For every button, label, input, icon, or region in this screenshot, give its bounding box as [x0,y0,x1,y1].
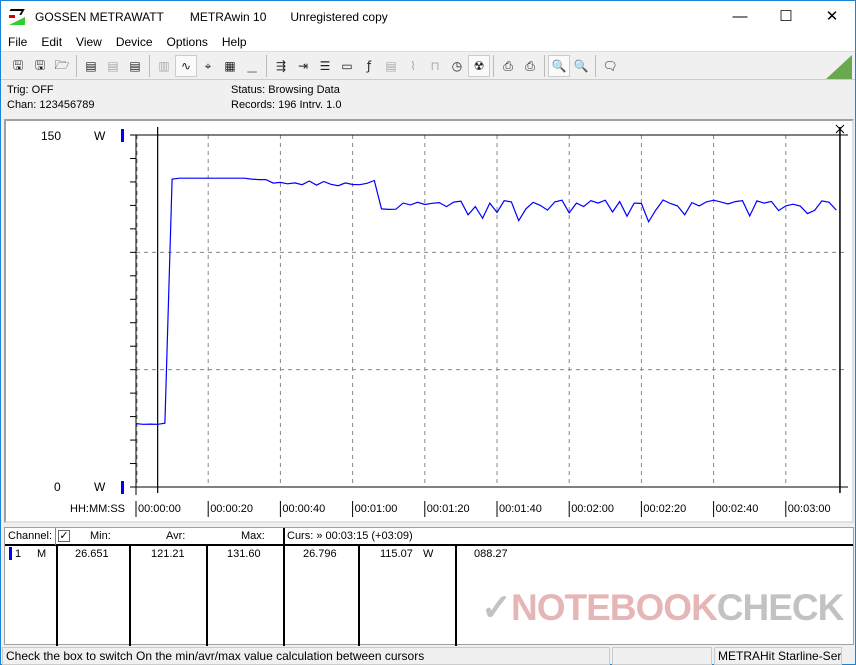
toolbar-separator [149,55,150,77]
app-logo-icon [7,9,27,25]
header-min: Min: [90,530,111,542]
header-avr: Avr: [166,530,186,542]
channel-list: Chan: 123456789 [7,99,95,111]
trigger-icon[interactable]: ☢ [468,55,490,77]
menu-help[interactable]: Help [221,35,247,49]
toolbar-separator [493,55,494,77]
status-indicator-icon [826,55,852,79]
x-tick-label: 00:01:20 [426,503,470,515]
row-channel: 1 [15,548,22,560]
header-cursor: Curs: » 00:03:15 (+03:09) [287,530,413,542]
transfer-icon[interactable]: ⇥ [297,59,309,73]
row-cursor1: 26.796 [303,548,337,560]
y-min-label: 0 [54,480,61,494]
menu-bar: File Edit View Device Options Help [1,33,855,52]
notebookcheck-watermark: ✓NOTEBOOKCHECK [481,587,844,628]
header-channel: Channel: [8,530,53,542]
x-tick-label: 00:02:40 [715,503,759,515]
title-bar: GOSSEN METRAWATT METRAwin 10 Unregistere… [1,1,855,33]
x-tick-label: 00:01:00 [354,503,398,515]
display-icon[interactable]: ▥ [158,59,170,73]
status-panel-empty [612,647,712,665]
header-max: Max: [241,530,265,542]
print-icon[interactable]: ⎙ [525,58,535,73]
menu-edit[interactable]: Edit [41,35,63,49]
toolbar: 🖫 🖫 🗁 ▤ ▤ ▤ ▥ ∿ ⌖ ▦ ▁ ⇶ ⇥ ☰ ▭ ƒ ▤ ⌇ ⊓ ◷ ☢ ⎙ ⎙ 🔍 🔍 🗨 [1,53,855,80]
y-unit-top: W [94,129,106,143]
row-mode: M [37,548,47,560]
device-read-icon[interactable]: ▤ [85,59,97,73]
x-tick-label: 00:00:40 [282,503,326,515]
device-stop-icon[interactable]: ▤ [107,59,119,73]
info-panel: Trig: OFF Chan: 123456789 Status: Browsi… [1,81,855,117]
y-bottom-marker [121,481,124,494]
series-line [135,177,837,425]
toolbar-separator [76,55,77,77]
row-avr: 121.21 [151,548,185,560]
menu-file[interactable]: File [8,35,28,49]
app-title: METRAwin 10 [189,10,267,24]
menu-view[interactable]: View [76,35,102,49]
y-top-marker [121,129,124,142]
meter-icon[interactable]: ▤ [385,59,397,73]
y-unit-bottom: W [94,480,106,494]
x-tick-label: 00:02:00 [571,503,615,515]
channel-color-marker [9,547,12,560]
chart-plot[interactable] [6,121,852,521]
signal-icon[interactable]: ⌇ [410,59,416,73]
pulse-icon[interactable]: ⊓ [430,59,440,73]
close-button[interactable]: ✕ [825,8,839,25]
measurement-table: Channel: ✓ Min: Avr: Max: Curs: » 00:03:… [4,527,854,646]
function-icon[interactable]: ƒ [366,59,372,73]
status-bar: Check the box to switch On the min/avr/m… [1,646,855,665]
browse-status: Status: Browsing Data [231,84,340,96]
comment-icon[interactable]: 🗨 [602,59,618,73]
toolbar-separator [266,55,267,77]
chart-area[interactable]: 150 W 0 W HH:MM:SS 00:00:00 00:00:20 00:00… [4,119,854,523]
timer-icon[interactable]: ◷ [451,59,463,73]
x-tick-label: 00:03:00 [787,503,831,515]
monitor-icon[interactable]: ▭ [341,59,353,73]
toolbar-separator [544,55,545,77]
maximize-button[interactable]: ☐ [779,8,793,25]
license-title: Unregistered copy [290,10,388,24]
save-icon[interactable]: 🖫 [34,57,46,72]
brand-title: GOSSEN METRAWATT [35,10,164,24]
histogram-icon[interactable]: ▁ [247,59,257,73]
export-icon[interactable]: ⇶ [275,59,287,73]
x-tick-label: 00:02:20 [643,503,687,515]
x-axis-label: HH:MM:SS [70,503,125,515]
print-preview-icon[interactable]: ⎙ [503,58,513,73]
cursor-2-marker-icon [835,124,845,134]
records-info: Records: 196 Intrv. 1.0 [231,99,342,111]
zoom-wave-icon[interactable]: 🔍 [548,55,570,77]
device-memory-icon[interactable]: ▤ [129,59,141,73]
waveform-view-icon[interactable]: ∿ [175,55,197,77]
row-unit: W [423,548,434,560]
x-tick-label: 00:00:00 [138,503,181,515]
y-max-label: 150 [41,129,62,143]
row-diff: 088.27 [474,548,508,560]
toolbar-separator [595,55,596,77]
crosshair-icon[interactable]: ⌖ [204,58,212,73]
save-as-icon[interactable]: 🖫 [12,57,24,72]
row-min: 26.651 [75,548,109,560]
x-tick-label: 00:01:40 [499,503,542,515]
open-folder-icon[interactable]: 🗁 [54,57,70,72]
minimize-button[interactable]: — [732,7,748,25]
menu-options[interactable]: Options [166,35,208,49]
minmax-checkbox[interactable]: ✓ [58,530,70,542]
zoom-icon[interactable]: 🔍 [573,59,589,73]
trigger-status: Trig: OFF [7,84,54,96]
status-hint: Check the box to switch On the min/avr/m… [2,647,610,665]
row-max: 131.60 [227,548,261,560]
x-tick-label: 00:00:20 [210,503,254,515]
list-icon[interactable]: ☰ [319,59,331,73]
row-cursor2: 115.07 [380,548,413,560]
table-view-icon[interactable]: ▦ [224,59,236,73]
menu-device[interactable]: Device [115,35,153,49]
status-device: METRAHit Starline-Seri [714,647,842,665]
